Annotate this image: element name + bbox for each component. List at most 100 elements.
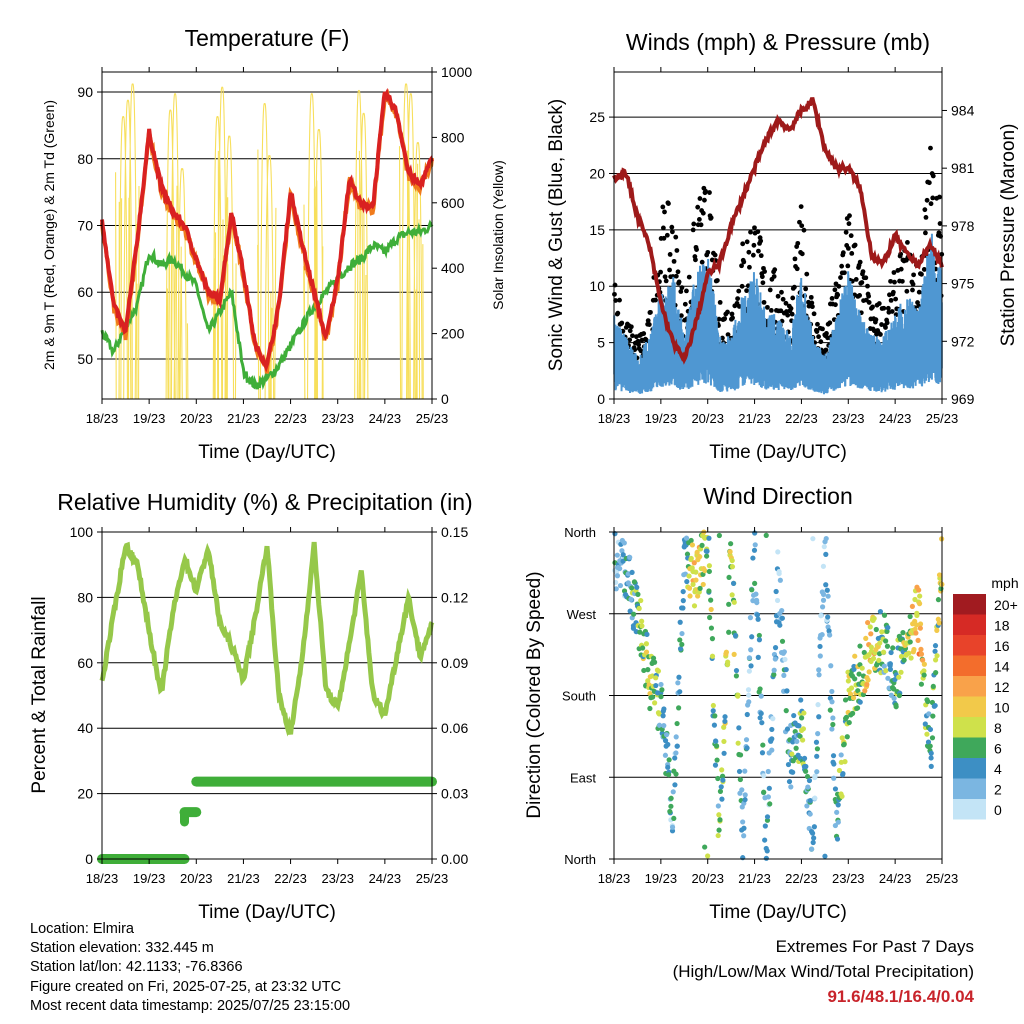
- direction-point: [693, 577, 699, 583]
- direction-point: [868, 631, 874, 637]
- temperature-series: [100, 87, 434, 374]
- direction-point: [658, 694, 664, 700]
- legend-label: 0: [994, 802, 1002, 818]
- direction-point: [759, 750, 766, 756]
- direction-point: [784, 726, 791, 732]
- direction-point: [757, 715, 763, 721]
- gust-point: [799, 251, 805, 257]
- direction-point: [815, 731, 821, 737]
- direction-point: [811, 835, 817, 841]
- direction-point: [752, 542, 758, 548]
- gust-point: [729, 311, 735, 317]
- humidity-gridlines: [102, 531, 432, 860]
- gust-point: [910, 281, 916, 287]
- gust-point: [780, 296, 786, 302]
- direction-point: [815, 702, 821, 708]
- y2-tick-label: 0.06: [441, 720, 468, 736]
- direction-point: [773, 588, 779, 595]
- direction-point: [679, 641, 685, 648]
- direction-point: [631, 611, 637, 617]
- direction-point: [876, 657, 882, 663]
- x-tick-label: 20/23: [180, 411, 213, 426]
- direction-point: [706, 563, 712, 569]
- insolation-y-ticks: 0 200 400 600 800 1000: [432, 64, 472, 407]
- direction-point: [688, 556, 694, 563]
- direction-point: [870, 655, 877, 662]
- gust-point: [898, 251, 904, 257]
- direction-point: [764, 848, 770, 854]
- direction-point: [881, 663, 887, 669]
- direction-point: [749, 587, 755, 593]
- direction-point: [906, 650, 912, 656]
- direction-point: [656, 711, 662, 717]
- gust-point: [736, 288, 742, 294]
- latlon-text: Station lat/lon: 42.1133; -76.8366: [30, 959, 243, 976]
- direction-point: [880, 649, 887, 655]
- direction-point: [788, 784, 794, 790]
- location-text: Location: Elmira: [30, 921, 134, 937]
- x-tick-label: 23/23: [832, 871, 865, 886]
- y-tick-label: 10: [589, 278, 605, 294]
- direction-point: [717, 817, 723, 823]
- direction-point: [936, 572, 943, 578]
- direction-point: [672, 782, 678, 788]
- direction-point: [864, 681, 870, 688]
- y-tick-label: North: [564, 852, 596, 867]
- direction-point: [843, 714, 850, 720]
- direction-point: [782, 656, 788, 663]
- gust-point: [678, 289, 684, 294]
- direction-point: [809, 830, 816, 836]
- gust-point: [835, 292, 841, 298]
- direction-y-ticks: North East South West North: [562, 525, 614, 867]
- gust-point: [760, 280, 766, 286]
- winds-title: Winds (mph) & Pressure (mb): [626, 29, 930, 55]
- direction-point: [748, 663, 754, 669]
- direction-point: [715, 775, 721, 782]
- direction-point: [663, 732, 670, 738]
- direction-point: [847, 691, 854, 697]
- y2-tick-label: 200: [441, 326, 465, 342]
- direction-point: [717, 788, 724, 794]
- gust-point: [678, 313, 684, 319]
- direction-point: [868, 644, 874, 650]
- direction-point: [800, 726, 807, 732]
- direction-point: [885, 675, 891, 681]
- gust-point: [617, 297, 622, 303]
- direction-point: [735, 740, 741, 746]
- direction-point: [924, 731, 930, 737]
- direction-point: [690, 581, 696, 588]
- legend-label: 12: [994, 679, 1010, 695]
- direction-point: [848, 685, 855, 691]
- x-tick-label: 19/23: [645, 411, 678, 426]
- direction-point: [687, 593, 693, 599]
- direction-point: [850, 710, 856, 716]
- direction-point: [913, 630, 919, 636]
- gust-point: [893, 296, 899, 302]
- direction-point: [852, 676, 858, 682]
- y2-tick-label: 0.15: [441, 524, 468, 540]
- direction-point: [641, 667, 647, 674]
- direction-point: [823, 582, 829, 588]
- x-tick-label: 23/23: [321, 411, 354, 426]
- gust-point: [703, 188, 708, 194]
- gust-point: [840, 250, 846, 256]
- gust-point: [829, 296, 835, 301]
- direction-point: [806, 777, 813, 784]
- direction-point: [824, 587, 830, 593]
- gust-point: [863, 275, 869, 281]
- direction-point: [828, 663, 834, 669]
- direction-point: [629, 585, 635, 591]
- direction-point: [683, 535, 690, 541]
- direction-point: [691, 560, 697, 566]
- direction-point: [821, 544, 827, 550]
- x-tick-label: 25/23: [416, 411, 449, 426]
- y-tick-label: North: [564, 525, 596, 540]
- gust-point: [827, 320, 833, 326]
- x-tick-label: 22/23: [785, 871, 818, 886]
- direction-point: [652, 659, 658, 665]
- direction-point: [661, 706, 667, 712]
- direction-point: [918, 651, 925, 657]
- direction-point: [673, 734, 679, 740]
- gust-point: [646, 322, 652, 327]
- direction-point: [680, 605, 686, 611]
